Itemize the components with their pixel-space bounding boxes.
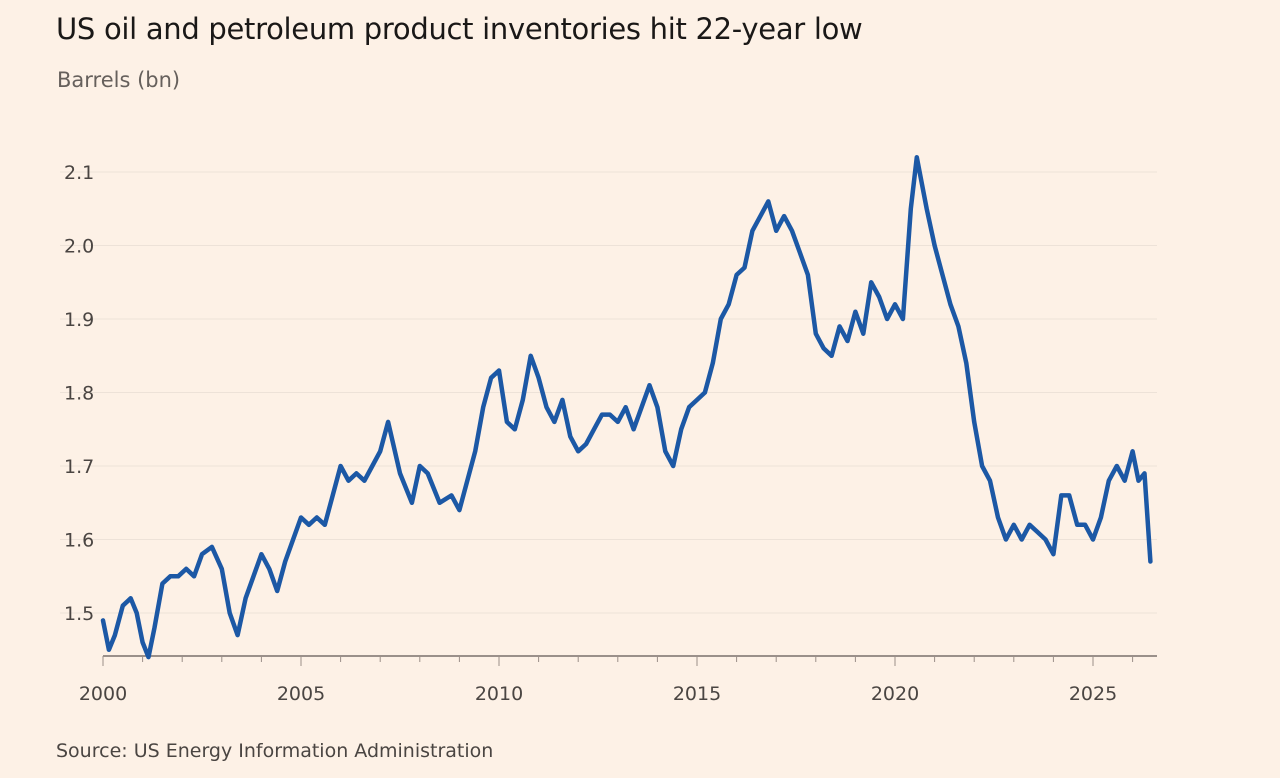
y-tick-label: 2.1 bbox=[64, 162, 94, 184]
series-layer bbox=[100, 155, 1153, 660]
chart-title: US oil and petroleum product inventories… bbox=[56, 12, 863, 46]
y-tick-label: 1.9 bbox=[64, 309, 94, 331]
chart-subtitle: Barrels (bn) bbox=[57, 68, 181, 92]
y-tick-label: 1.8 bbox=[64, 383, 94, 405]
y-axis-tick-labels: 1.5 1.6 1.7 1.8 1.9 2.0 2.1 bbox=[64, 162, 94, 625]
source-note: Source: US Energy Information Administra… bbox=[56, 740, 494, 762]
x-axis bbox=[102, 655, 1157, 666]
x-tick-label: 2005 bbox=[277, 683, 325, 705]
y-tick-label: 1.5 bbox=[64, 603, 94, 625]
series-line bbox=[100, 155, 1153, 660]
x-axis-tick-labels: 2000 2005 2010 2015 2020 2025 bbox=[79, 683, 1117, 705]
y-tick-label: 2.0 bbox=[64, 236, 94, 258]
y-tick-label: 1.7 bbox=[64, 456, 94, 478]
x-tick-label: 2000 bbox=[79, 683, 127, 705]
x-tick-label: 2010 bbox=[475, 683, 523, 705]
line-chart: 1.51.61.71.81.92.02.1 2000 2005 2010 2015 20… bbox=[60, 155, 1157, 705]
grid-lines bbox=[60, 171, 1157, 614]
x-tick-label: 2020 bbox=[871, 683, 919, 705]
x-tick-label: 2025 bbox=[1069, 683, 1117, 705]
x-tick-label: 2015 bbox=[673, 683, 721, 705]
y-tick-label: 1.6 bbox=[64, 530, 94, 552]
